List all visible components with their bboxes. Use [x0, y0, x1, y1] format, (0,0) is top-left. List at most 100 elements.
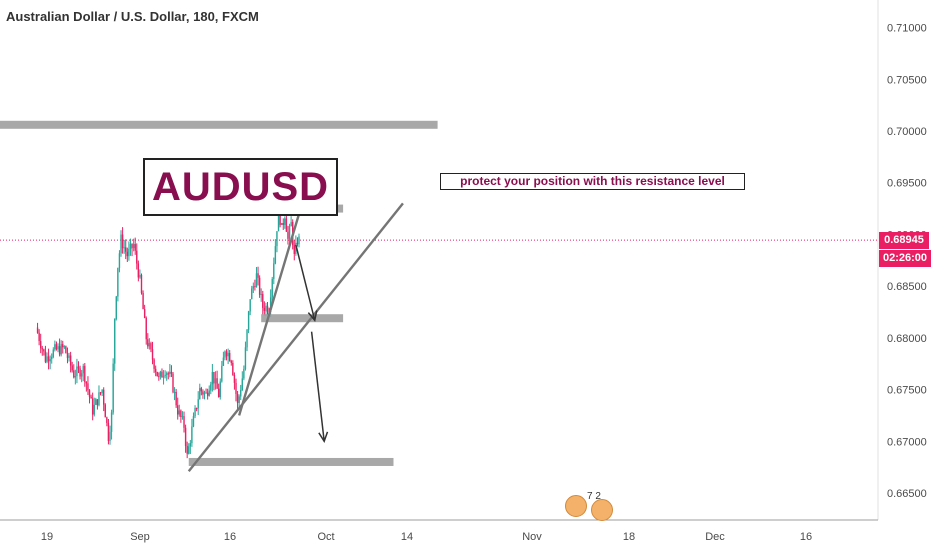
candle-body-116	[219, 381, 221, 398]
candle-body-15	[60, 344, 62, 355]
candle-body-144	[263, 307, 266, 311]
candle-body-158	[285, 218, 288, 232]
price-tick-9: 0.66500	[887, 488, 927, 500]
candle-body-63	[136, 250, 138, 264]
candle-body-12	[55, 344, 58, 350]
candle-body-153	[277, 203, 280, 232]
candle-body-89	[177, 405, 179, 415]
candle-body-95	[186, 445, 188, 454]
price-tick-0: 0.71000	[887, 23, 927, 35]
time-tick-3: Oct	[317, 531, 334, 543]
candle-body-121	[227, 352, 229, 357]
candle-body-51	[117, 267, 119, 297]
candle-body-54	[121, 234, 124, 249]
time-tick-0: 19	[41, 531, 53, 543]
price-tick-8: 0.67000	[887, 436, 927, 448]
candle-body-11	[54, 344, 56, 350]
candle-body-102	[197, 399, 199, 409]
candle-body-62	[134, 244, 136, 251]
candle-body-20	[68, 355, 70, 358]
candle-body-100	[194, 408, 196, 417]
price-tick-1: 0.70500	[887, 74, 927, 86]
candle-body-61	[132, 244, 135, 249]
candle-body-84	[169, 371, 171, 375]
candle-body-29	[82, 365, 84, 374]
candle-body-145	[265, 305, 267, 311]
trendline-0	[187, 202, 404, 473]
candle-body-150	[273, 263, 275, 279]
candle-body-31	[85, 381, 88, 384]
candle-body-166	[298, 236, 300, 245]
symbol-badge: AUDUSD	[143, 158, 338, 216]
candle-body-71	[148, 343, 151, 347]
candle-body-142	[260, 294, 262, 296]
candle-body-32	[87, 383, 89, 391]
candle-body-139	[255, 273, 258, 287]
candle-body-109	[208, 390, 210, 396]
candle-body-39	[98, 392, 100, 406]
candle-body-42	[103, 389, 105, 405]
candle-body-78	[159, 371, 162, 377]
current-price-label: 0.68945	[879, 232, 929, 250]
candle-body-133	[246, 329, 248, 348]
candle-body-99	[192, 416, 195, 427]
candle-body-49	[114, 318, 116, 364]
time-tick-4: 14	[401, 531, 413, 543]
candle-body-161	[290, 222, 292, 227]
candle-body-19	[66, 353, 69, 358]
candle-body-160	[288, 226, 291, 239]
candle-body-77	[158, 376, 160, 378]
candle-body-156	[282, 223, 284, 225]
flag-us-icon	[591, 499, 613, 521]
candle-body-76	[156, 371, 158, 377]
candle-body-126	[235, 382, 237, 394]
candle-body-149	[271, 278, 273, 298]
candle-body-82	[166, 373, 168, 375]
candle-body-125	[233, 374, 236, 383]
candle-body-113	[214, 378, 217, 384]
candle-body-115	[217, 388, 220, 398]
candle-body-164	[295, 242, 297, 254]
candle-body-1	[38, 332, 40, 342]
candle-body-22	[71, 365, 73, 371]
candle-body-37	[95, 399, 97, 405]
candle-body-34	[90, 396, 92, 399]
candle-body-94	[184, 427, 187, 446]
candle-body-93	[183, 416, 185, 428]
time-tick-7: Dec	[705, 531, 725, 543]
price-tick-3: 0.69500	[887, 178, 927, 190]
price-tick-2: 0.70000	[887, 126, 927, 138]
time-tick-1: Sep	[130, 531, 150, 543]
candle-body-141	[258, 277, 261, 295]
candle-body-30	[84, 365, 86, 382]
candle-body-9	[51, 356, 53, 360]
candle-body-148	[269, 297, 272, 312]
price-tick-5: 0.68500	[887, 281, 927, 293]
candle-body-152	[276, 231, 278, 247]
candle-body-59	[129, 243, 132, 249]
candle-body-41	[101, 389, 103, 394]
candle-body-83	[167, 373, 169, 375]
events-indicator[interactable]: 7 2	[565, 491, 621, 521]
candle-body-114	[216, 378, 218, 389]
candle-body-3	[41, 348, 43, 350]
candle-body-2	[40, 341, 42, 349]
time-axis[interactable]: 19 Sep 16 Oct 14 Nov 18 Dec 16	[0, 519, 878, 543]
candle-body-75	[154, 368, 157, 372]
candle-body-129	[240, 390, 242, 397]
candle-body-140	[257, 273, 259, 278]
candle-body-7	[47, 356, 50, 362]
candle-body-23	[73, 370, 75, 378]
resistance-note: protect your position with this resistan…	[440, 173, 745, 190]
candle-body-50	[115, 296, 117, 319]
candle-body-112	[213, 371, 215, 384]
candle-body-110	[210, 384, 212, 391]
candle-body-21	[69, 355, 72, 366]
candle-body-74	[153, 359, 155, 369]
candle-body-118	[222, 357, 225, 366]
candle-body-5	[44, 351, 47, 362]
candle-body-90	[178, 410, 180, 415]
candle-body-88	[175, 391, 177, 406]
candle-body-159	[287, 231, 289, 239]
